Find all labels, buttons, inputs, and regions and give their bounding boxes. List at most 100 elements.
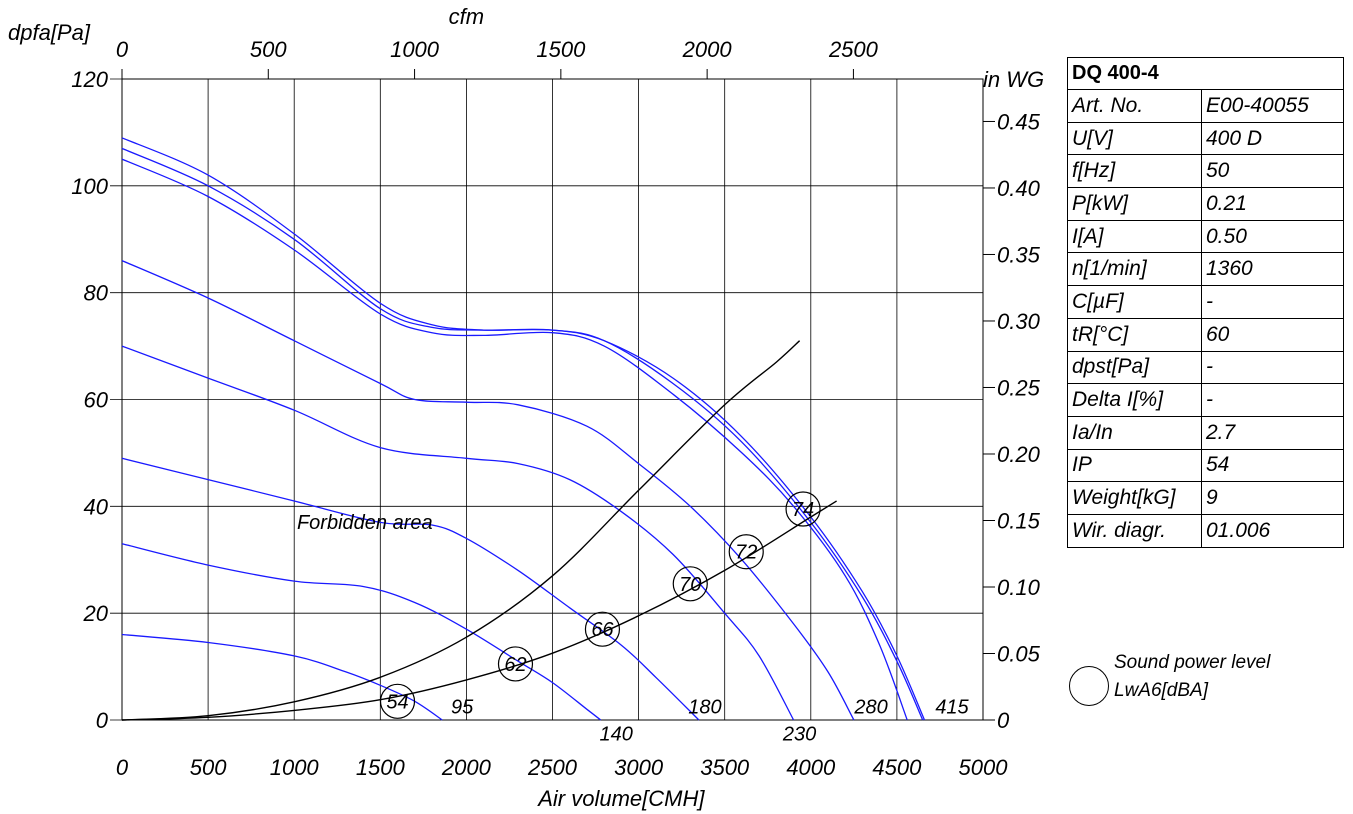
series-line-1 bbox=[121, 137, 926, 721]
series-line-10 bbox=[121, 500, 837, 721]
y-tick-label: 0 bbox=[96, 708, 109, 733]
spec-key: IP bbox=[1067, 448, 1202, 483]
sound-marker-circle bbox=[379, 683, 416, 719]
x-tick-label: 4000 bbox=[786, 755, 836, 780]
spec-row: f[Hz] 50 bbox=[1067, 154, 1344, 189]
spec-title: DQ 400-4 bbox=[1067, 57, 1344, 90]
series-line-2 bbox=[121, 147, 924, 721]
spec-value: 400 D bbox=[1201, 121, 1344, 156]
spec-key: Weight[kG] bbox=[1067, 481, 1202, 515]
x2-tick-label: 500 bbox=[250, 37, 287, 62]
x-tick-label: 2000 bbox=[441, 755, 492, 780]
x-tick-label: 0 bbox=[116, 755, 129, 780]
spec-value: E00-40055 bbox=[1201, 89, 1344, 123]
spec-key: Delta I[%] bbox=[1067, 383, 1202, 417]
sound-marker-circle bbox=[728, 534, 764, 570]
y2-tick-label: 0.40 bbox=[997, 176, 1041, 201]
spec-key: Art. No. bbox=[1067, 89, 1202, 123]
grid bbox=[110, 69, 995, 721]
series-line-5 bbox=[121, 345, 795, 721]
spec-value: 1360 bbox=[1201, 252, 1344, 287]
spec-key: U[V] bbox=[1067, 121, 1202, 156]
y2-axis-title: in WG bbox=[983, 67, 1044, 92]
curve-label: 415 bbox=[935, 697, 969, 719]
spec-row: n[1/min] 1360 bbox=[1067, 252, 1344, 287]
x-tick-label: 2500 bbox=[527, 755, 578, 780]
y2-tick-label: 0.05 bbox=[997, 641, 1041, 666]
spec-key: dpst[Pa] bbox=[1067, 350, 1202, 385]
spec-value: - bbox=[1201, 383, 1344, 417]
curve-label: 180 bbox=[688, 697, 721, 719]
y-tick-label: 80 bbox=[84, 281, 109, 306]
y2-tick-label: 0.35 bbox=[997, 242, 1041, 267]
y-tick-label: 20 bbox=[83, 601, 109, 626]
spec-value: 0.50 bbox=[1201, 219, 1344, 254]
spec-row: tR[°C] 60 bbox=[1067, 317, 1344, 352]
spec-key: Wir. diagr. bbox=[1067, 513, 1202, 548]
spec-key: Ia/In bbox=[1067, 415, 1202, 450]
spec-key: C[µF] bbox=[1067, 285, 1202, 319]
spec-key: n[1/min] bbox=[1067, 252, 1202, 287]
spec-value: 9 bbox=[1201, 481, 1344, 515]
sound-marker-circle bbox=[672, 566, 708, 602]
x-axis-title: Air volume[CMH] bbox=[536, 786, 705, 811]
curve-label: 140 bbox=[600, 723, 633, 745]
curve-label: 95 bbox=[451, 697, 474, 719]
spec-row: C[µF] - bbox=[1067, 285, 1344, 319]
spec-value: 0.21 bbox=[1201, 187, 1344, 221]
curve-label: 280 bbox=[853, 697, 887, 719]
spec-key: f[Hz] bbox=[1067, 154, 1202, 189]
sound-marker-label: 62 bbox=[504, 654, 526, 676]
y-tick-label: 100 bbox=[71, 174, 108, 199]
x2-tick-label: 2000 bbox=[682, 37, 733, 62]
forbidden-area-label: Forbidden area bbox=[297, 512, 433, 534]
spec-row: IP 54 bbox=[1067, 448, 1344, 483]
sound-markers: 54 62 66 70 72 74 bbox=[379, 491, 821, 719]
x-tick-label: 500 bbox=[190, 755, 227, 780]
y-axis-title: dpfa[Pa] bbox=[8, 20, 91, 45]
x2-tick-label: 0 bbox=[116, 37, 129, 62]
x-tick-label: 5000 bbox=[959, 755, 1009, 780]
spec-key: tR[°C] bbox=[1067, 317, 1202, 352]
sound-level-legend-icon bbox=[1069, 666, 1109, 706]
x-tick-label: 4500 bbox=[872, 755, 922, 780]
series-line-9 bbox=[121, 340, 801, 721]
sound-marker-circle bbox=[584, 611, 621, 647]
y-tick-label: 40 bbox=[84, 494, 109, 519]
spec-key: P[kW] bbox=[1067, 187, 1202, 221]
spec-value: 54 bbox=[1201, 448, 1344, 483]
legend-label-1: Sound power level bbox=[1114, 652, 1271, 673]
sound-marker-circle bbox=[785, 491, 821, 527]
series-line-3 bbox=[121, 158, 908, 721]
spec-row: Wir. diagr. 01.006 bbox=[1067, 513, 1344, 548]
spec-value: 60 bbox=[1201, 317, 1344, 352]
x-tick-label: 1500 bbox=[356, 755, 406, 780]
axis-labels: 0 500 1000 1500 2000 2500 3000 3500 4000 4500 5000… bbox=[8, 4, 1044, 811]
x-tick-label: 3500 bbox=[700, 755, 750, 780]
series-line-7 bbox=[121, 543, 602, 721]
series-line-6 bbox=[121, 457, 700, 721]
x2-axis-title: cfm bbox=[449, 4, 484, 29]
spec-row: U[V] 400 D bbox=[1067, 121, 1344, 156]
y2-tick-label: 0.10 bbox=[997, 575, 1041, 600]
spec-value: 01.006 bbox=[1201, 513, 1344, 548]
spec-key: I[A] bbox=[1067, 219, 1202, 254]
sound-marker-label: 70 bbox=[679, 574, 701, 596]
legend-label-2: LwA6[dBA] bbox=[1114, 680, 1208, 701]
x-tick-label: 1000 bbox=[270, 755, 320, 780]
sound-marker-label: 72 bbox=[735, 542, 757, 564]
y2-tick-label: 0.25 bbox=[997, 375, 1041, 400]
spec-row: Weight[kG] 9 bbox=[1067, 481, 1344, 515]
y2-tick-label: 0 bbox=[997, 708, 1010, 733]
sound-marker-label: 54 bbox=[386, 691, 408, 713]
y2-tick-label: 0.45 bbox=[997, 109, 1041, 134]
x-tick-label: 3000 bbox=[614, 755, 664, 780]
x2-tick-label: 2500 bbox=[828, 37, 879, 62]
spec-row: Ia/In 2.7 bbox=[1067, 415, 1344, 450]
spec-row: I[A] 0.50 bbox=[1067, 219, 1344, 254]
y-tick-label: 120 bbox=[71, 67, 108, 92]
x2-tick-label: 1000 bbox=[390, 37, 440, 62]
series-line-4 bbox=[121, 260, 855, 721]
